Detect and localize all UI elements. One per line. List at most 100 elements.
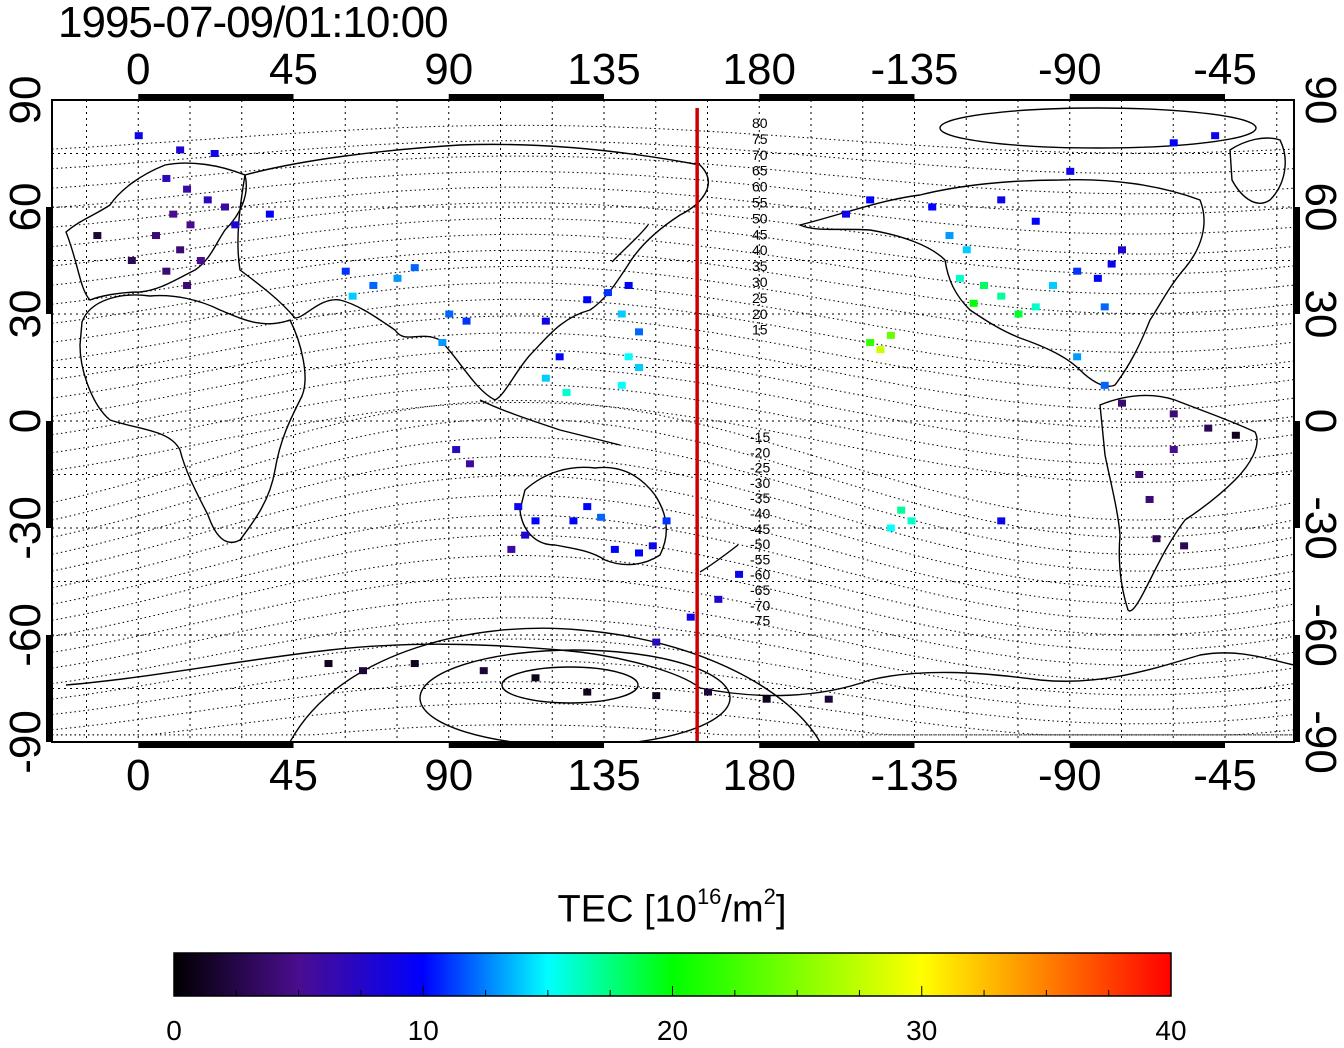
tec-observation [1169, 446, 1178, 454]
contour-label: -75 [750, 613, 770, 629]
tec-observation [997, 196, 1006, 204]
tec-observation [1066, 167, 1075, 175]
magnetic-contour [52, 171, 1294, 215]
tec-observation [980, 281, 988, 289]
lon-tick-label-top: -90 [1038, 45, 1102, 94]
lon-tick-label-bottom: -135 [870, 751, 958, 800]
coast-indonesia [479, 399, 621, 446]
coast-north-america [797, 178, 1205, 387]
tec-observation [583, 688, 592, 696]
tec-observation [445, 310, 454, 318]
coast-newzealand [699, 544, 739, 573]
polar-contours [289, 107, 1257, 742]
tec-observation [624, 281, 633, 289]
colorbar-title-close: ] [775, 888, 787, 931]
lat-tick-label-left: 0 [1, 409, 50, 433]
tec-observation [617, 310, 626, 318]
tec-observation [183, 185, 192, 193]
tec-observation [704, 688, 712, 696]
tec-observation [624, 353, 633, 361]
tec-observation [186, 221, 195, 229]
tec-observation [635, 328, 643, 336]
tec-observation [824, 695, 833, 703]
lat-tick-label-right: -90 [1296, 710, 1344, 774]
tec-observation [1231, 431, 1240, 439]
frame-bar-bottom [138, 742, 294, 748]
magnetic-contour [52, 638, 1294, 710]
tec-observation [176, 146, 185, 154]
magnetic-contour [52, 418, 1294, 538]
colorbar-tick-label: 40 [1155, 1015, 1186, 1046]
tec-observation [762, 695, 771, 703]
coastlines [65, 137, 1294, 697]
magnetic-contour [52, 202, 1294, 255]
lon-tick-label-top: -45 [1193, 45, 1257, 94]
tec-observation [562, 388, 571, 396]
lat-tick-label-right: 90 [1296, 76, 1344, 125]
tec-observation [1100, 303, 1109, 311]
magnetic-contour [52, 596, 1294, 681]
magnetic-contour [52, 475, 1294, 589]
magnetic-contour [52, 575, 1294, 666]
colorbar-title-unit: /m [721, 888, 764, 931]
lat-tick-label-right: -30 [1296, 496, 1344, 560]
magnetic-contour [52, 617, 1294, 696]
tec-observation [866, 196, 875, 204]
contour-label: 30 [752, 274, 768, 290]
lon-tick-label-top: 180 [723, 45, 796, 94]
tec-observation [410, 660, 419, 668]
coast-antarctica [65, 643, 1294, 697]
contour-label: -55 [750, 551, 770, 567]
tec-observation [134, 132, 143, 140]
tec-observation [1118, 399, 1126, 407]
contour-label: -40 [750, 506, 770, 522]
coast-south-america [1099, 394, 1258, 612]
tec-observation [662, 517, 671, 525]
frame-bar-right [1294, 207, 1300, 314]
lat-tick-label-right: -60 [1296, 603, 1344, 667]
tec-observation [617, 381, 626, 389]
colorbar-title-main: TEC [10 [557, 888, 697, 931]
magnetic-contour [52, 534, 1294, 636]
tec-observation [735, 570, 744, 578]
frame-bar-top [759, 94, 915, 100]
lon-tick-label-top: 90 [424, 45, 473, 94]
tec-observation [203, 196, 212, 204]
lat-tick-label-right: 30 [1296, 290, 1344, 339]
contour-label: 25 [752, 290, 768, 306]
tec-observation [465, 460, 474, 468]
tec-observation [183, 281, 192, 289]
frame-bar-right [1294, 421, 1300, 528]
tec-observation [341, 267, 350, 275]
contour-label: -25 [750, 460, 770, 476]
tec-observation [210, 150, 219, 157]
tec-observation [842, 210, 850, 218]
tec-observation [265, 210, 274, 218]
tec-observation [410, 264, 419, 272]
colorbar-tick-label: 30 [906, 1015, 937, 1046]
tec-observations [93, 132, 1240, 703]
graticule [52, 100, 1294, 742]
contour-label: 15 [752, 322, 768, 338]
contour-label: 40 [752, 242, 768, 258]
colorbar-tick-label: 0 [166, 1015, 182, 1046]
tec-observation [1169, 410, 1178, 418]
colorbar-title-unit-exponent: 2 [763, 884, 776, 909]
tec-observation [1152, 535, 1161, 543]
tec-observation [569, 517, 578, 525]
contour-label: 70 [752, 147, 768, 163]
lat-tick-label-left: 30 [1, 290, 50, 339]
frame-bar-bottom [1069, 742, 1225, 748]
tec-observation [541, 374, 550, 382]
tec-observation [348, 292, 357, 300]
tec-observation [531, 674, 540, 682]
tec-observation [507, 545, 516, 553]
tec-observation [907, 517, 916, 525]
frame-bar-bottom [759, 742, 915, 748]
frame-bar-top [138, 94, 294, 100]
contour-label: 60 [752, 179, 768, 195]
tec-observation [1093, 274, 1102, 282]
tec-observation [1169, 139, 1178, 147]
tec-observation [1031, 217, 1040, 225]
